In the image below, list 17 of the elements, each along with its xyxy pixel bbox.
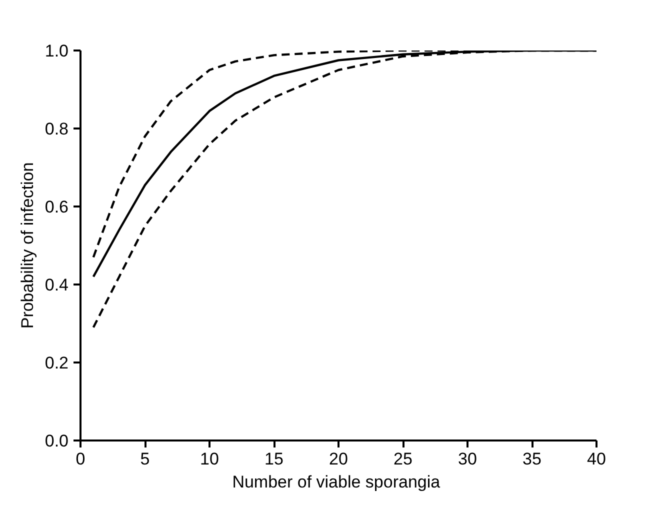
y-tick-label: 0.2 [44, 354, 69, 372]
x-tick-label: 0 [76, 450, 86, 468]
x-tick-label: 15 [264, 450, 284, 468]
x-tick-label: 5 [140, 450, 150, 468]
y-tick-label: 0.8 [44, 120, 69, 138]
y-tick-label: 0.4 [44, 276, 69, 294]
x-tick-label: 25 [394, 450, 412, 468]
x-tick-label: 30 [458, 450, 477, 468]
x-tick-label: 10 [200, 450, 219, 468]
y-tick-label: 1.0 [44, 42, 69, 60]
y-tick-label: 0.6 [44, 198, 69, 216]
x-tick-label: 35 [522, 450, 542, 468]
y-axis-title: Probability of infection [18, 162, 37, 329]
y-tick-label: 0.0 [44, 432, 69, 450]
x-axis-title: Number of viable sporangia [232, 472, 441, 492]
x-tick-label: 40 [587, 450, 606, 468]
x-tick-label: 20 [329, 450, 348, 468]
